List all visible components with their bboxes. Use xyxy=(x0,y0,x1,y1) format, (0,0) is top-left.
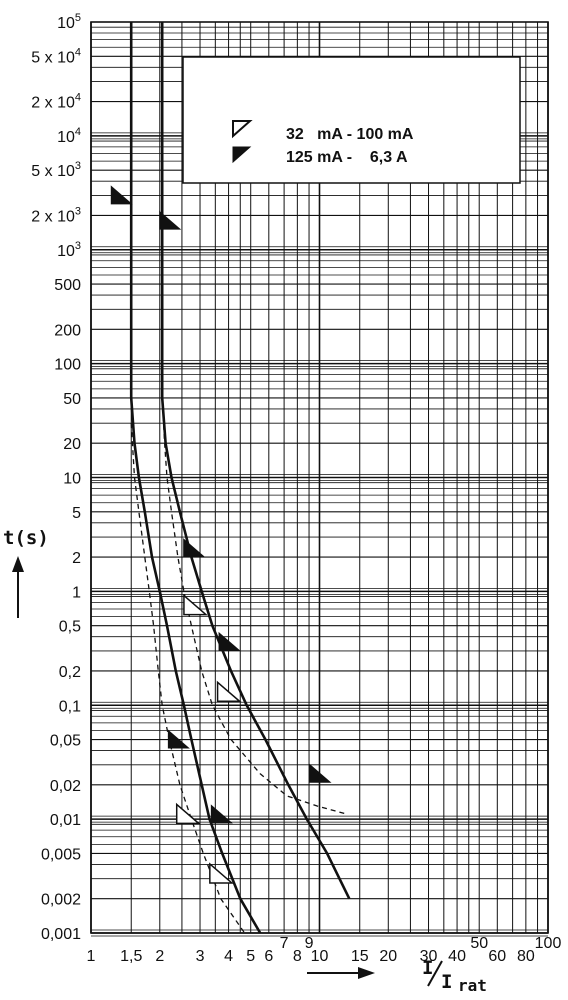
filled-triangle-marker xyxy=(159,210,182,230)
y-axis-title: t(s) xyxy=(3,527,49,618)
filled-triangle-marker xyxy=(309,763,332,783)
y-tick-label: 5 x 103 xyxy=(31,160,81,180)
x-tick-label: 1,5 xyxy=(120,948,142,965)
x-axis-label-slash xyxy=(427,960,443,987)
chart-markers xyxy=(110,185,332,884)
y-tick-label: 0,002 xyxy=(41,892,81,909)
legend-box: 32 mA - 100 mA 125 mA - 6,3 A xyxy=(182,56,521,184)
x-axis-arrow-icon xyxy=(358,967,375,979)
open-triangle-marker xyxy=(183,593,208,616)
y-tick-label: 500 xyxy=(54,277,81,294)
x-tick-label: 5 xyxy=(246,948,255,965)
series-line-3 xyxy=(161,397,348,816)
filled-triangle-marker xyxy=(210,804,233,824)
filled-triangle-marker xyxy=(183,538,206,558)
y-axis-arrow-icon xyxy=(12,556,24,572)
x-tick-label: 40 xyxy=(448,948,466,965)
x-tick-label: 1 xyxy=(87,948,96,965)
y-axis-label: t(s) xyxy=(3,527,49,549)
y-tick-label: 0,02 xyxy=(50,778,81,795)
chart-series xyxy=(129,22,351,933)
plot-frame xyxy=(90,21,549,934)
y-tick-label: 1 xyxy=(72,584,81,601)
legend-filled-triangle-icon xyxy=(232,146,252,164)
y-tick-label: 100 xyxy=(54,357,81,374)
y-tick-label: 2 x 104 xyxy=(31,92,81,112)
x-tick-label: 20 xyxy=(379,948,397,965)
filled-triangle-marker xyxy=(218,631,241,651)
filled-triangle-marker xyxy=(167,729,190,749)
y-tick-label: 0,5 xyxy=(59,619,81,636)
x-axis-label-denominator: I xyxy=(441,971,452,993)
series-line-0 xyxy=(129,22,262,933)
y-tick-label: 2 xyxy=(72,550,81,567)
y-tick-label: 50 xyxy=(63,391,81,408)
y-tick-label: 0,005 xyxy=(41,846,81,863)
y-tick-label: 105 xyxy=(57,12,81,32)
x-tick-label: 80 xyxy=(517,948,535,965)
x-tick-label: 50 xyxy=(470,935,488,952)
series-line-2 xyxy=(130,423,246,933)
open-triangle-marker xyxy=(175,802,201,825)
legend-open-triangle-icon xyxy=(232,120,253,139)
legend-label-high: 125 mA - 6,3 A xyxy=(286,149,408,166)
filled-triangle-marker xyxy=(110,185,133,205)
x-tick-label: 7 xyxy=(280,935,289,952)
x-tick-label: 3 xyxy=(196,948,205,965)
x-tick-label: 8 xyxy=(293,948,302,965)
x-tick-label: 100 xyxy=(535,935,562,952)
y-tick-label: 5 x 104 xyxy=(31,46,81,66)
y-tick-label: 104 xyxy=(57,126,81,146)
x-tick-label: 9 xyxy=(305,935,314,952)
x-tick-label: 10 xyxy=(311,948,329,965)
x-tick-label: 60 xyxy=(488,948,506,965)
x-tick-label: 2 xyxy=(155,948,164,965)
legend-label-low: 32 mA - 100 mA xyxy=(286,126,414,143)
y-tick-label: 20 xyxy=(63,436,81,453)
y-tick-label: 0,01 xyxy=(50,812,81,829)
x-tick-label: 15 xyxy=(351,948,369,965)
y-tick-label: 5 xyxy=(72,505,81,522)
open-triangle-marker xyxy=(209,862,234,884)
y-tick-label: 0,1 xyxy=(59,698,81,715)
y-tick-label: 0,001 xyxy=(41,926,81,943)
x-tick-label: 30 xyxy=(420,948,438,965)
y-tick-label: 10 xyxy=(63,471,81,488)
y-tick-label: 0,2 xyxy=(59,664,81,681)
x-tick-label: 4 xyxy=(224,948,233,965)
x-axis-title: I I rat xyxy=(307,957,487,995)
y-tick-label: 200 xyxy=(54,322,81,339)
x-axis-label-numerator: I xyxy=(422,957,433,979)
y-tick-label: 103 xyxy=(57,240,81,260)
y-tick-label: 2 x 103 xyxy=(31,205,81,225)
y-tick-label: 0,05 xyxy=(50,733,81,750)
open-triangle-marker xyxy=(216,680,242,703)
series-line-1 xyxy=(160,22,351,900)
x-axis-label-subscript: rat xyxy=(458,976,487,995)
x-tick-label: 6 xyxy=(264,948,273,965)
